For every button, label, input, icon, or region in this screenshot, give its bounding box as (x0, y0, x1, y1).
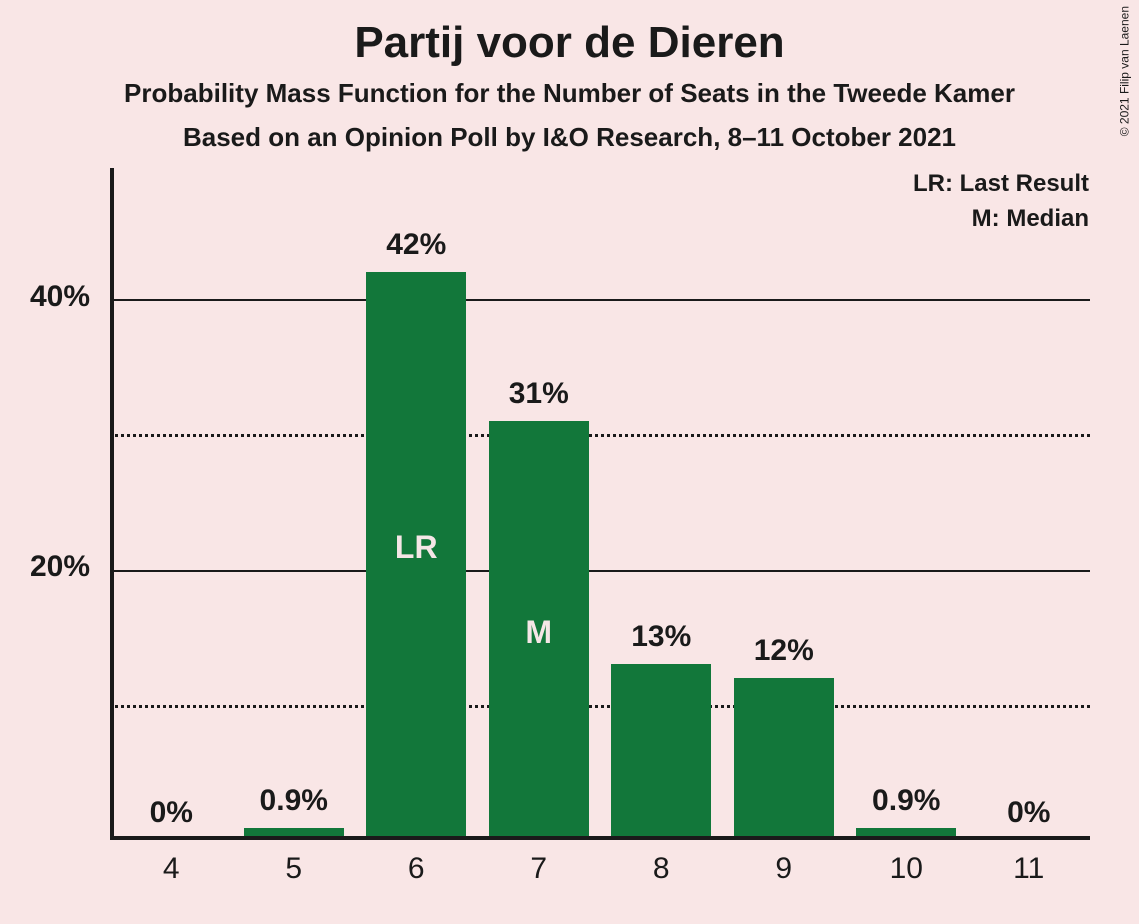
legend-lr: LR: Last Result (913, 170, 1089, 198)
x-tick-label: 5 (233, 852, 356, 886)
y-axis-line (110, 168, 114, 840)
bar-value-label: 42% (355, 228, 478, 262)
bar-value-label: 13% (600, 620, 723, 654)
x-tick-label: 4 (110, 852, 233, 886)
x-axis-line (110, 836, 1090, 840)
bar-value-label: 0.9% (845, 784, 968, 818)
plot-area: LR M (110, 245, 1090, 840)
bar (734, 678, 834, 840)
bar (611, 664, 711, 840)
y-tick-label: 40% (0, 280, 90, 314)
x-tick-label: 10 (845, 852, 968, 886)
gridline (110, 570, 1090, 572)
chart-root: Partij voor de Dieren Probability Mass F… (0, 0, 1139, 924)
bar-value-label: 0% (968, 796, 1091, 830)
chart-subtitle-1: Probability Mass Function for the Number… (0, 78, 1139, 109)
gridline (110, 705, 1090, 708)
copyright-text: © 2021 Filip van Laenen (1117, 6, 1131, 136)
legend-m: M: Median (972, 205, 1089, 233)
x-tick-label: 8 (600, 852, 723, 886)
bar-value-label: 0.9% (233, 784, 356, 818)
gridline (110, 434, 1090, 437)
chart-subtitle-2: Based on an Opinion Poll by I&O Research… (0, 122, 1139, 153)
x-tick-label: 6 (355, 852, 478, 886)
chart-title: Partij voor de Dieren (0, 18, 1139, 68)
bar-value-label: 31% (478, 377, 601, 411)
x-tick-label: 7 (478, 852, 601, 886)
bar-value-label: 0% (110, 796, 233, 830)
in-bar-label: LR (355, 529, 478, 566)
bar-value-label: 12% (723, 634, 846, 668)
in-bar-label: M (478, 614, 601, 651)
gridline (110, 299, 1090, 301)
y-tick-label: 20% (0, 550, 90, 584)
x-tick-label: 9 (723, 852, 846, 886)
x-tick-label: 11 (968, 852, 1091, 886)
